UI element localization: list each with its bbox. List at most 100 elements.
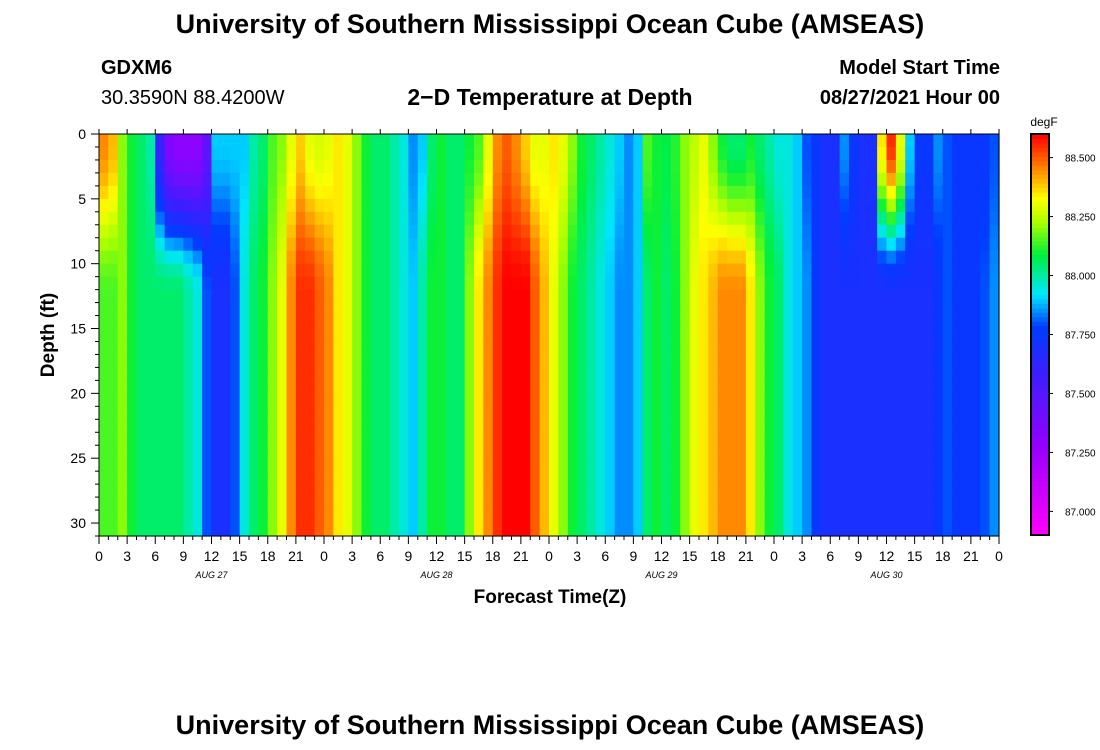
heatmap-cell	[624, 523, 634, 537]
heatmap-cell	[474, 419, 484, 433]
heatmap-cell	[314, 497, 325, 511]
heatmap-cell	[774, 302, 784, 317]
heatmap-cell	[924, 406, 934, 420]
heatmap-cell	[605, 367, 616, 381]
heatmap-cell	[277, 419, 288, 433]
heatmap-cell	[492, 328, 503, 343]
heatmap-cell	[755, 445, 766, 459]
heatmap-cell	[220, 328, 231, 343]
heatmap-cell	[502, 172, 513, 187]
heatmap-cell	[924, 328, 934, 343]
heatmap-cell	[399, 302, 409, 317]
heatmap-cell	[520, 289, 531, 304]
heatmap-cell	[933, 341, 944, 356]
heatmap-cell	[436, 341, 447, 356]
heatmap-cell	[895, 432, 906, 446]
heatmap-cell	[699, 458, 709, 472]
heatmap-cell	[324, 276, 334, 291]
heatmap-cell	[952, 354, 963, 369]
heatmap-cell	[492, 458, 503, 472]
heatmap-cell	[652, 224, 663, 239]
heatmap-cell	[839, 393, 850, 407]
colorbar-segment	[1031, 370, 1049, 376]
heatmap-cell	[408, 341, 419, 356]
heatmap-cell	[792, 224, 803, 239]
colorbar-segment	[1031, 227, 1049, 233]
heatmap-cell	[802, 211, 813, 226]
heatmap-cell	[389, 172, 400, 187]
heatmap-cell	[258, 172, 269, 187]
heatmap-cell	[464, 211, 475, 226]
heatmap-cell	[136, 510, 147, 524]
heatmap-cell	[577, 445, 588, 459]
heatmap-cell	[624, 146, 634, 161]
heatmap-cell	[886, 302, 897, 317]
heatmap-cell	[652, 211, 663, 226]
heatmap-cell	[783, 354, 794, 369]
heatmap-cell	[502, 458, 513, 472]
heatmap-cell	[127, 315, 138, 330]
heatmap-cell	[858, 289, 869, 304]
heatmap-cell	[811, 328, 822, 343]
heatmap-cell	[520, 250, 531, 265]
heatmap-cell	[689, 172, 700, 187]
heatmap-cell	[399, 146, 409, 161]
heatmap-cell	[249, 159, 259, 174]
heatmap-cell	[99, 159, 109, 174]
heatmap-cell	[108, 341, 119, 356]
heatmap-cell	[745, 393, 756, 407]
heatmap-cell	[595, 367, 606, 381]
heatmap-cell	[427, 432, 438, 446]
heatmap-cell	[924, 523, 934, 537]
heatmap-cell	[595, 146, 606, 161]
heatmap-cell	[249, 302, 259, 317]
heatmap-cell	[699, 497, 709, 511]
heatmap-cell	[427, 185, 438, 200]
heatmap-cell	[914, 224, 925, 239]
heatmap-cell	[680, 393, 691, 407]
heatmap-cell	[642, 406, 653, 420]
heatmap-cell	[520, 315, 531, 330]
heatmap-cell	[633, 419, 644, 433]
heatmap-cell	[164, 393, 175, 407]
heatmap-cell	[886, 276, 897, 291]
heatmap-cell	[924, 315, 934, 330]
heatmap-cell	[239, 497, 250, 511]
heatmap-cell	[136, 134, 147, 148]
heatmap-cell	[736, 211, 747, 226]
heatmap-cell	[192, 406, 203, 420]
heatmap-cell	[127, 172, 138, 187]
heatmap-cell	[680, 341, 691, 356]
heatmap-cell	[530, 276, 541, 291]
heatmap-cell	[502, 185, 513, 200]
heatmap-cell	[905, 328, 916, 343]
heatmap-cell	[127, 393, 138, 407]
heatmap-cell	[811, 445, 822, 459]
heatmap-cell	[652, 419, 663, 433]
heatmap-cell	[483, 484, 494, 498]
heatmap-cell	[567, 172, 578, 187]
heatmap-cell	[867, 406, 878, 420]
heatmap-cell	[905, 406, 916, 420]
heatmap-cell	[445, 484, 456, 498]
heatmap-cell	[924, 354, 934, 369]
heatmap-cell	[961, 263, 972, 278]
heatmap-cell	[108, 198, 119, 213]
heatmap-cell	[230, 419, 241, 433]
heatmap-cell	[136, 146, 147, 161]
heatmap-cell	[474, 341, 484, 356]
heatmap-cell	[858, 134, 869, 148]
colorbar-segment	[1031, 294, 1049, 300]
heatmap-cell	[445, 341, 456, 356]
heatmap-cell	[727, 510, 738, 524]
heatmap-cell	[849, 471, 859, 485]
heatmap-cell	[961, 523, 972, 537]
heatmap-cell	[595, 315, 606, 330]
heatmap-cell	[989, 224, 1000, 239]
heatmap-cell	[155, 289, 166, 304]
heatmap-cell	[867, 263, 878, 278]
heatmap-cell	[239, 341, 250, 356]
colorbar-segment	[1031, 151, 1049, 157]
heatmap-cell	[661, 237, 672, 252]
heatmap-cell	[980, 523, 991, 537]
